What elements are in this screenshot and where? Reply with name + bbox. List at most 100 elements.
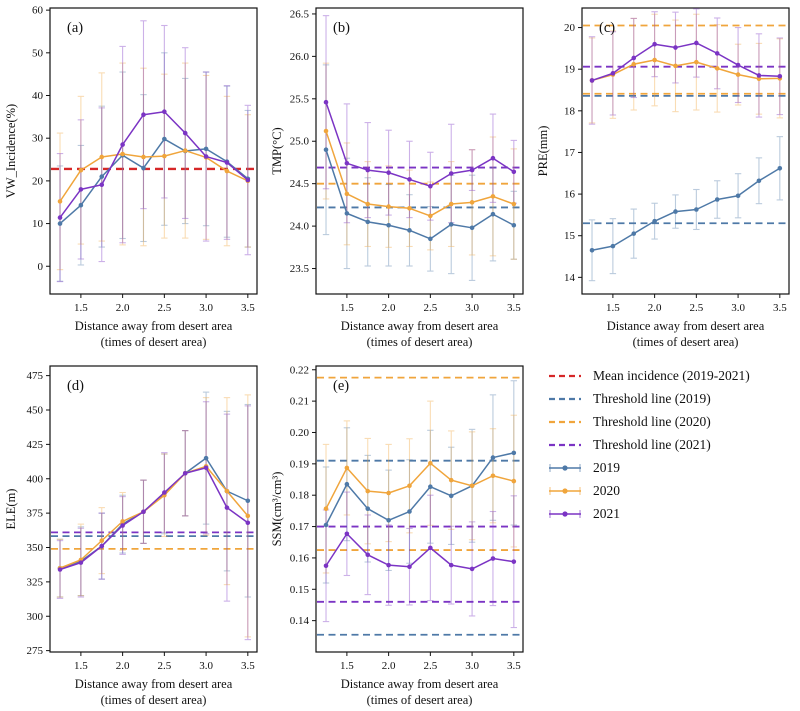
data-marker-2021 [428,183,433,189]
error-bars-2021 [322,491,518,629]
x-axis-label: (times of desert area) [367,335,473,349]
data-marker-2021 [365,167,371,173]
series-line-2020 [59,149,249,202]
x-tick-label: 1.5 [340,660,354,672]
data-marker-2020 [365,488,371,494]
x-axis-label: (times of desert area) [633,335,739,349]
error-bars-2020 [322,400,518,574]
data-marker-2020 [120,151,125,157]
y-tick-label: 400 [27,473,44,485]
series-line-2020 [591,59,780,82]
series-line-2020 [59,465,249,569]
data-marker-2021 [99,182,105,188]
data-marker-2021 [735,62,741,68]
error-bars-2020 [588,13,784,124]
y-tick-label: 0.20 [290,427,310,439]
y-tick-label: 0.15 [290,584,310,596]
data-marker-2020 [99,154,105,160]
legend-item: Threshold line (2020) [546,410,798,433]
data-marker-2019 [428,236,433,242]
y-tick-label: 60 [32,5,44,17]
y-tick-label: 30 [32,133,44,145]
data-marker-2019 [428,484,433,490]
y-tick-label: 475 [27,370,44,382]
data-marker-2019 [448,222,454,227]
data-marker-2021 [511,559,517,564]
y-tick-label: 19 [564,64,576,76]
x-tick-label: 1.5 [74,302,88,314]
data-marker-2019 [694,207,699,212]
data-marker-2021 [120,142,125,147]
data-marker-2020 [224,488,230,494]
data-marker-2021 [78,187,84,192]
marker-sample [562,510,568,517]
data-marker-2021 [203,154,209,159]
x-tick-label: 1.5 [74,660,88,672]
legend-item: Threshold line (2021) [546,433,798,456]
x-tick-label: 3.0 [465,660,479,672]
data-marker-2019 [386,517,391,523]
data-marker-2019 [407,228,412,233]
data-marker-2020 [469,200,475,205]
series-line-2021 [59,467,249,571]
data-marker-2019 [631,231,637,236]
data-marker-2021 [224,505,230,510]
series-line-2019 [59,138,249,225]
x-axis-label: (times of desert area) [367,693,473,707]
data-marker-2020 [120,519,125,524]
series-line-2020 [325,130,515,217]
legend-item-label: Threshold line (2019) [593,390,711,406]
panel-d-chart: 275 300 325 350 375 400 425 450 475 1.5 2.0 2.5 3.0 3… [4,365,258,707]
data-marker-2020 [448,477,454,483]
plot-border [315,365,524,653]
y-tick-label: 425 [27,439,44,451]
data-marker-2021 [344,161,350,166]
x-axis-label: Distance away from desert area [75,677,233,691]
legend-item: Mean incidence (2019-2021) [546,364,798,387]
y-tick-label: 0.22 [290,364,309,376]
panel-e-chart: 0.14 0.15 0.16 0.17 0.18 0.19 0.20 0.21 0.22 1.5 2… [270,364,524,707]
data-marker-2021 [323,563,329,569]
y-tick-label: 375 [27,508,44,520]
legend-item-label: 2019 [593,459,620,475]
data-marker-2019 [57,221,63,226]
x-tick-label: 3.0 [199,302,213,314]
data-marker-2021 [141,112,146,118]
data-marker-2021 [386,562,391,568]
panel-b-chart: 23.5 24.0 24.5 25.0 25.5 26.0 26.5 1.5 2.0 2.5 3.0… [270,7,524,349]
x-tick-label: 2.5 [689,302,703,314]
x-tick-label: 2.0 [382,660,396,672]
data-marker-2021 [245,520,251,526]
legend-dash-swatch [549,397,581,400]
data-marker-2019 [203,146,209,152]
x-tick-label: 3.0 [199,660,213,672]
y-tick-label: 0.16 [290,552,310,564]
x-tick-label: 1.5 [340,302,354,314]
x-tick-label: 3.5 [241,302,255,314]
data-marker-2019 [490,211,496,217]
y-tick-label: 300 [27,611,44,623]
data-marker-2020 [469,483,475,489]
legend-item-label: 2021 [593,505,620,521]
x-tick-label: 3.0 [465,302,479,314]
data-marker-2021 [694,40,699,46]
plot-border [315,7,524,295]
legend-item-label: Mean incidence (2019-2021) [593,367,750,383]
legend-item: 2019 [546,456,798,479]
data-marker-2021 [652,41,657,47]
data-marker-2019 [344,481,350,487]
legend: Mean incidence (2019-2021) Threshold line… [546,364,798,525]
panel-letter-label: (b) [333,20,350,36]
data-marker-2019 [756,178,762,184]
y-tick-label: 24.0 [290,221,310,233]
panel-a-chart: 0 10 20 30 40 50 60 1.5 2.0 2.5 3.0 3.5 (a) VW_Incide… [4,5,258,349]
y-tick-label: 0.19 [290,458,310,470]
data-marker-2020 [756,76,762,82]
data-marker-2019 [78,202,84,208]
data-marker-2020 [694,59,699,65]
data-marker-2020 [428,213,433,219]
data-marker-2019 [469,225,475,231]
data-marker-2019 [673,209,678,214]
data-marker-2021 [344,531,350,537]
data-marker-2019 [448,493,454,499]
